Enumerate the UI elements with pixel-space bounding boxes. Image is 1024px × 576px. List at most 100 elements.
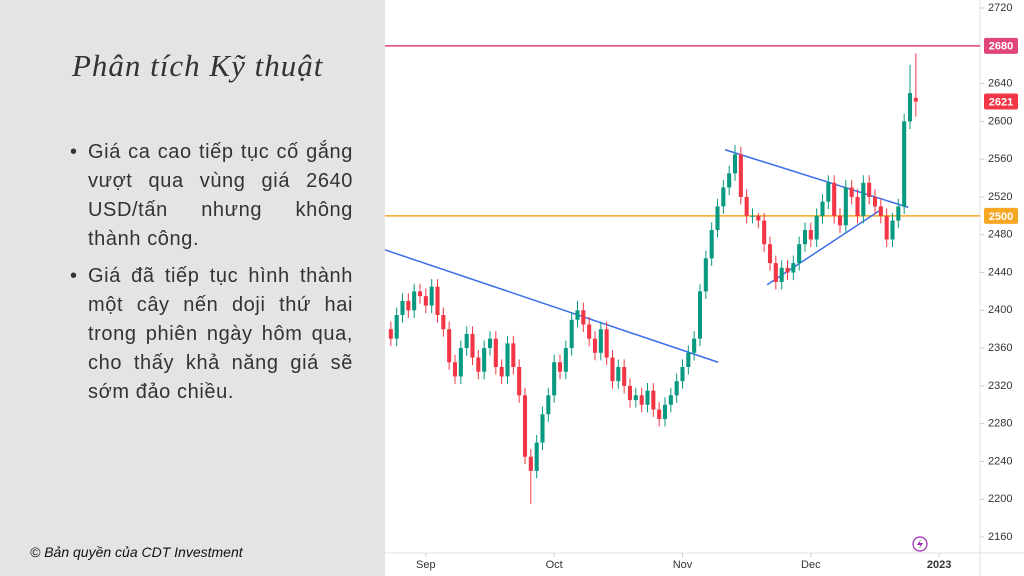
bullet-list: Giá ca cao tiếp tục cố gắng vượt qua vùn… <box>70 138 353 415</box>
candle-body <box>884 215 889 240</box>
candle-body <box>907 93 913 122</box>
level-badge: 2500 <box>984 207 1018 224</box>
candle-body <box>750 215 755 217</box>
candle-body <box>674 381 679 396</box>
candle-body <box>441 315 446 330</box>
candle-body <box>400 300 405 316</box>
candle-body <box>505 343 510 377</box>
candle-body <box>785 267 790 273</box>
candle-body <box>872 196 878 207</box>
candle-body <box>837 215 843 226</box>
y-tick-label: 2560 <box>988 153 1012 165</box>
candle-body <box>662 404 668 419</box>
y-tick-label: 2480 <box>988 229 1012 241</box>
candle-body <box>849 187 854 197</box>
candle-body <box>575 310 580 320</box>
candle-body <box>587 324 592 339</box>
y-tick-label: 2320 <box>988 380 1012 392</box>
y-tick-label: 2280 <box>988 418 1012 430</box>
candle-body <box>686 352 691 367</box>
candle-body <box>581 310 586 325</box>
candle-body <box>867 182 872 197</box>
candle-body <box>627 385 633 401</box>
copyright: © Bản quyền của CDT Investment <box>30 544 243 560</box>
candle-body <box>697 291 703 339</box>
candle-body <box>826 182 831 202</box>
y-tick-label: 2520 <box>988 191 1012 203</box>
candle-body <box>493 338 498 367</box>
candle-body <box>797 244 802 264</box>
slide-title: Phân tích Kỹ thuật <box>72 48 324 83</box>
y-tick-label: 2200 <box>988 493 1012 505</box>
candle-body <box>808 230 813 240</box>
candle-body <box>843 187 848 226</box>
candle-body <box>913 97 918 102</box>
candle-body <box>820 201 825 216</box>
bullet: Giá ca cao tiếp tục cố gắng vượt qua vùn… <box>70 138 353 254</box>
bullet: Giá đã tiếp tục hình thành một cây nến d… <box>70 262 353 407</box>
last-price-badge-label: 2621 <box>989 96 1013 108</box>
candle-body <box>721 187 726 207</box>
level-badge-box <box>984 37 1018 54</box>
candle-body <box>563 348 568 372</box>
candle-body <box>394 315 399 339</box>
candle-body <box>464 333 469 349</box>
candle-body <box>423 296 428 306</box>
candle-body <box>878 206 883 216</box>
candle-body <box>388 329 393 339</box>
candle-body <box>791 263 796 273</box>
x-tick-label: Dec <box>801 559 821 571</box>
candle-body <box>528 456 533 471</box>
x-tick-label: Sep <box>416 559 436 571</box>
candle-body <box>639 395 644 405</box>
candle-body <box>890 220 895 240</box>
last-price-badge-box <box>984 93 1018 110</box>
candle-body <box>522 395 528 457</box>
candle-body <box>458 348 463 377</box>
candle-body <box>517 366 522 396</box>
candle-body <box>902 121 907 207</box>
candle-body <box>767 244 773 264</box>
candle-body <box>779 267 784 282</box>
candle-body <box>645 390 650 405</box>
candle-body <box>412 291 417 311</box>
candle-body <box>709 230 714 259</box>
candle-body <box>651 390 656 410</box>
x-tick-label: Oct <box>546 559 563 571</box>
candle-body <box>429 286 434 306</box>
candle-body <box>610 357 615 382</box>
y-tick-label: 2360 <box>988 342 1012 354</box>
x-tick-label: 2023 <box>927 559 951 571</box>
y-tick-label: 2400 <box>988 304 1012 316</box>
candle-body <box>470 333 475 358</box>
candle-body <box>668 395 673 405</box>
candle-body <box>447 329 452 363</box>
level-badge: 2680 <box>984 37 1018 54</box>
lightning-icon <box>912 536 928 552</box>
candle-body <box>744 196 749 216</box>
candle-body <box>499 366 504 377</box>
candle-body <box>622 366 627 386</box>
candle-body <box>598 329 603 353</box>
chart: 2720 2640 2600 2560 2520 2480 2440 2400 2360 2320… <box>385 0 1024 576</box>
candle-body <box>814 215 819 240</box>
candle-body <box>540 414 545 443</box>
candle-body <box>534 442 539 471</box>
candle-body <box>692 338 697 353</box>
candle-body <box>738 154 743 197</box>
candle-body <box>557 362 563 372</box>
candle-body <box>452 362 458 377</box>
candle-body <box>616 366 621 382</box>
candle-body <box>832 182 837 216</box>
y-tick-label: 2160 <box>988 531 1012 543</box>
candle-body <box>855 196 860 216</box>
candle-body <box>715 206 720 231</box>
y-tick-label: 2240 <box>988 455 1012 467</box>
trendline <box>385 249 719 363</box>
candle-body <box>773 263 778 282</box>
candle-body <box>703 258 708 292</box>
y-tick-label: 2440 <box>988 266 1012 278</box>
candle-body <box>406 300 411 311</box>
candle-body <box>592 338 598 353</box>
level-badge-box <box>984 207 1018 224</box>
